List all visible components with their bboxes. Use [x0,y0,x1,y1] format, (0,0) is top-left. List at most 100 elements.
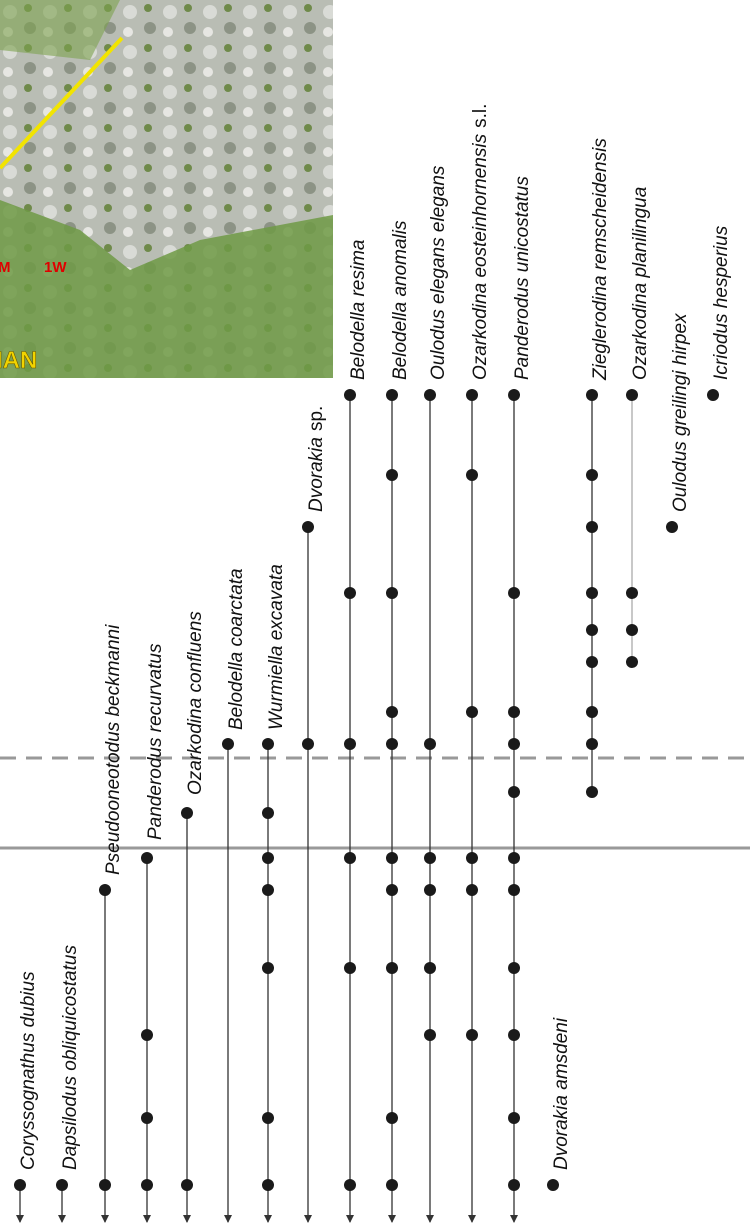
taxon-range: Dvorakia sp. [302,406,327,1223]
occurrence-dot [508,1112,520,1124]
taxon-label: Oulodus elegans elegans [428,165,449,380]
outcrop-photo: M 1W IAN [0,0,333,378]
occurrence-dot [386,962,398,974]
occurrence-dot [181,807,193,819]
taxon-range: Dvorakia amsdeni [547,1017,572,1191]
occurrence-dot [262,807,274,819]
occurrence-dot [508,884,520,896]
taxon-suffix: sp. [306,406,327,431]
occurrence-dot [386,1179,398,1191]
occurrence-dot [508,738,520,750]
sample-label: 1W [44,259,67,276]
taxon-label: Pseudooneotodus beckmanni [103,624,124,875]
taxon-range: Belodella anomalis [386,220,411,1223]
occurrence-dot [222,738,234,750]
occurrence-dot [424,852,436,864]
occurrence-dot [508,587,520,599]
occurrence-dot [424,1029,436,1041]
occurrence-dot [141,1112,153,1124]
taxon-name: Icriodus hesperius [711,225,732,380]
taxon-label: Panderodus unicostatus [512,176,533,380]
range-arrow [468,1215,476,1223]
occurrence-dot [424,738,436,750]
occurrence-dot [508,706,520,718]
occurrence-dot [586,786,598,798]
occurrence-dot [586,656,598,668]
occurrence-dot [344,738,356,750]
taxon-name: Ozarkodina eosteinhornensis [470,133,491,380]
range-arrow [183,1215,191,1223]
taxon-name: Wurmiella excavata [266,564,287,730]
taxon-range: Zieglerodina remscheidensis [586,138,611,798]
range-arrow [510,1215,518,1223]
taxon-range: Dapsilodus obliquicostatus [56,945,81,1223]
occurrence-dot [547,1179,559,1191]
taxon-label: Panderodus recurvatus [145,643,166,840]
taxon-name: Dvorakia amsdeni [551,1017,572,1170]
occurrence-dot [262,1112,274,1124]
range-arrow [304,1215,312,1223]
taxon-label: Oulodus greilingi hirpex [670,312,691,512]
occurrence-dot [508,852,520,864]
taxon-range: Icriodus hesperius [707,225,732,401]
occurrence-dot [586,706,598,718]
taxon-label: Dvorakia amsdeni [551,1017,572,1170]
taxon-label: Ozarkodina confluens [185,611,206,795]
occurrence-dot [424,389,436,401]
taxon-name: Ozarkodina planilingua [630,187,651,380]
taxon-name: Oulodus elegans elegans [428,165,449,380]
taxon-name: Panderodus unicostatus [512,176,533,380]
taxon-range: Belodella coarctata [222,568,247,1223]
taxon-label: Icriodus hesperius [711,225,732,380]
taxon-label: Zieglerodina remscheidensis [590,138,611,381]
taxon-name: Oulodus greilingi hirpex [670,312,691,512]
occurrence-dot [386,738,398,750]
taxon-name: Coryssognathus dubius [18,971,39,1170]
occurrence-dot [386,852,398,864]
taxon-name: Ozarkodina confluens [185,611,206,795]
occurrence-dot [586,389,598,401]
range-arrow [58,1215,66,1223]
occurrence-dot [586,624,598,636]
taxon-range: Ozarkodina eosteinhornensis s.l. [466,104,491,1223]
occurrence-dot [262,884,274,896]
occurrence-dot [386,587,398,599]
occurrence-dot [626,624,638,636]
occurrence-dot [586,469,598,481]
taxon-range: Ozarkodina planilingua [626,187,651,668]
taxon-label: Wurmiella excavata [266,564,287,730]
occurrence-dot [14,1179,26,1191]
taxon-range: Oulodus greilingi hirpex [666,312,691,533]
range-arrow [16,1215,24,1223]
occurrence-dot [386,884,398,896]
taxon-label: Dvorakia sp. [306,406,327,512]
occurrence-dot [707,389,719,401]
taxon-label: Belodella anomalis [390,220,411,380]
occurrence-dot [508,1029,520,1041]
occurrence-dot [586,587,598,599]
occurrence-dot [141,852,153,864]
taxon-range: Belodella resima [344,240,369,1223]
taxon-name: Panderodus recurvatus [145,643,166,840]
taxon-range: Panderodus recurvatus [141,643,166,1223]
taxon-label: Belodella resima [348,240,369,380]
taxon-name: Dvorakia [306,437,327,512]
occurrence-dot [466,852,478,864]
occurrence-dot [302,521,314,533]
range-arrow [101,1215,109,1223]
taxon-range: Panderodus unicostatus [508,176,533,1223]
taxon-label: Coryssognathus dubius [18,971,39,1170]
taxon-name: Belodella resima [348,240,369,380]
taxon-label: Ozarkodina eosteinhornensis s.l. [470,104,491,380]
occurrence-dot [626,587,638,599]
taxon-range: Wurmiella excavata [262,564,287,1223]
occurrence-dot [344,852,356,864]
taxon-name: Dapsilodus obliquicostatus [60,945,81,1170]
occurrence-dot [508,389,520,401]
occurrence-dot [99,884,111,896]
taxon-range: Ozarkodina confluens [181,611,206,1223]
range-arrow [264,1215,272,1223]
taxon-name: Belodella coarctata [226,568,247,730]
occurrence-dot [466,706,478,718]
